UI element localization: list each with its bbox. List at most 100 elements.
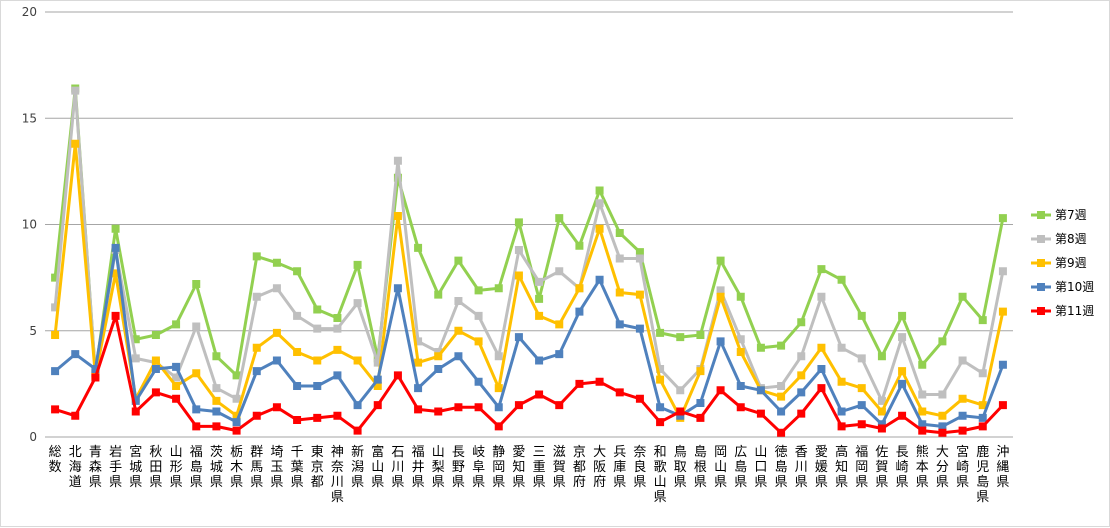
data-point: [736, 348, 745, 356]
x-tick-label: 千葉県: [291, 445, 304, 490]
data-point: [817, 384, 826, 393]
data-point: [353, 356, 362, 365]
x-tick-label: 島根県: [694, 445, 707, 490]
data-point: [918, 426, 927, 435]
data-point: [474, 377, 483, 386]
data-point: [555, 320, 564, 329]
data-point: [615, 320, 624, 329]
data-point: [958, 292, 967, 301]
data-point: [414, 358, 423, 367]
data-point: [595, 224, 604, 233]
data-point: [777, 341, 786, 350]
data-point: [414, 243, 423, 252]
data-point: [958, 426, 967, 435]
data-point: [474, 311, 483, 320]
x-tick-label: 徳島県: [775, 445, 788, 490]
x-tick-label: 新潟県: [351, 444, 364, 490]
data-point: [494, 422, 503, 431]
data-point: [212, 352, 221, 361]
data-point: [494, 384, 503, 393]
legend-label: 第8週: [1055, 232, 1087, 246]
data-point: [837, 343, 846, 352]
data-point: [111, 243, 120, 252]
data-point: [333, 411, 342, 420]
data-point: [252, 343, 261, 352]
data-point: [252, 367, 261, 376]
data-point: [978, 316, 987, 325]
data-point: [232, 426, 241, 435]
data-point: [373, 358, 382, 367]
x-tick-label: 山形県: [170, 445, 183, 490]
x-tick-label: 大分県: [936, 445, 949, 490]
data-point: [777, 428, 786, 437]
data-point: [51, 367, 60, 376]
data-point: [898, 333, 907, 342]
data-point: [777, 392, 786, 401]
data-point: [414, 384, 423, 393]
series-5: [51, 311, 1007, 437]
data-point: [756, 386, 765, 395]
data-point: [172, 394, 181, 403]
data-point: [454, 352, 463, 361]
x-tick-label: 岐阜県: [472, 445, 485, 490]
data-point: [313, 324, 322, 333]
data-point: [898, 379, 907, 388]
series-lines: [51, 84, 1007, 437]
data-point: [71, 139, 80, 148]
data-point: [373, 382, 382, 390]
data-point: [756, 409, 765, 418]
data-point: [938, 390, 947, 399]
y-tick-label: 5: [29, 324, 37, 338]
data-point: [313, 413, 322, 422]
data-point: [514, 246, 523, 254]
data-point: [555, 350, 564, 359]
data-point: [857, 354, 866, 363]
data-point: [797, 318, 806, 327]
x-tick-label: 山口県: [754, 445, 767, 490]
data-point: [918, 407, 927, 416]
data-point: [434, 365, 443, 373]
series-line: [53, 89, 1005, 403]
data-point: [535, 277, 544, 286]
data-point: [111, 224, 120, 233]
data-point: [998, 267, 1007, 276]
data-point: [252, 411, 261, 420]
data-point: [857, 420, 866, 429]
data-point: [293, 416, 302, 424]
data-point: [434, 348, 443, 356]
data-point: [111, 311, 120, 320]
data-point: [595, 199, 604, 208]
data-point: [494, 284, 503, 293]
data-point: [393, 156, 402, 165]
data-point: [272, 328, 281, 337]
y-tick-label: 10: [22, 218, 37, 232]
data-point: [172, 320, 181, 329]
data-point: [293, 348, 302, 356]
data-point: [172, 382, 181, 390]
data-point: [998, 401, 1007, 410]
series-4: [51, 243, 1007, 431]
legend-item: 第11週: [1031, 304, 1094, 318]
data-point: [676, 333, 685, 342]
data-point: [555, 214, 564, 223]
x-tick-label: 宮城県: [129, 444, 142, 490]
data-point: [656, 375, 665, 384]
data-point: [212, 407, 221, 416]
x-tick-label: 長野県: [452, 445, 465, 490]
data-point: [151, 356, 160, 365]
x-tick-label: 福岡県: [855, 445, 868, 490]
data-point: [958, 356, 967, 365]
x-tick-label: 秋田県: [149, 445, 162, 490]
data-point: [333, 324, 342, 333]
data-point: [676, 411, 685, 420]
x-tick-label: 福島県: [190, 445, 203, 490]
data-point: [938, 428, 947, 437]
data-point: [393, 371, 402, 380]
data-point: [353, 260, 362, 269]
data-point: [414, 405, 423, 414]
x-tick-label: 福井県: [412, 445, 425, 490]
x-tick-label: 東京都: [311, 444, 324, 490]
x-tick-label: 岩手県: [109, 445, 122, 490]
data-point: [635, 254, 644, 263]
data-point: [454, 297, 463, 305]
